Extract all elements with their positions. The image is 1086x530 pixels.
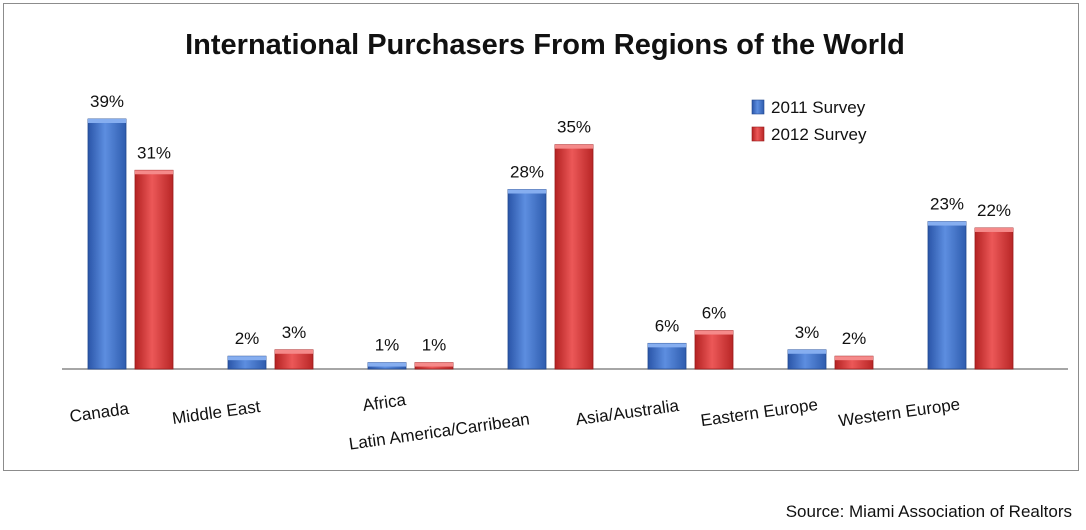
data-label: 1% — [375, 336, 400, 355]
bar-top-highlight — [275, 349, 313, 354]
bar-top-highlight — [135, 170, 173, 175]
category-label: Africa — [361, 390, 407, 415]
data-label: 35% — [557, 118, 591, 137]
bar-top-highlight — [695, 330, 733, 335]
bar-top-highlight — [368, 362, 406, 367]
bars-group: 39% 31% Canada 2% 3% Middle East 1% 1% Africa 28%… — [68, 92, 1014, 454]
bar-top-highlight — [415, 362, 453, 367]
category-label: Eastern Europe — [699, 395, 819, 430]
bar-2011 — [87, 118, 127, 370]
data-label: 28% — [510, 163, 544, 182]
legend-label-2011: 2011 Survey — [771, 98, 866, 117]
source-note: Source: Miami Association of Realtors — [785, 502, 1072, 521]
bar-2012 — [974, 227, 1014, 370]
legend: 2011 Survey 2012 Survey — [751, 98, 867, 144]
legend-swatch-2011 — [751, 99, 765, 115]
category-label: Western Europe — [837, 395, 961, 431]
data-label: 23% — [930, 195, 964, 214]
data-label: 3% — [282, 323, 307, 342]
category-label: Middle East — [171, 397, 262, 428]
data-label: 6% — [655, 316, 680, 335]
bar-top-highlight — [928, 221, 966, 226]
bar-top-highlight — [648, 343, 686, 348]
bar-2011 — [927, 221, 967, 370]
bar-top-highlight — [228, 356, 266, 361]
data-label: 31% — [137, 143, 171, 162]
data-label: 22% — [977, 201, 1011, 220]
data-label: 2% — [842, 329, 867, 348]
category-label: Latin America/Carribean — [348, 409, 531, 453]
bar-2011 — [507, 189, 547, 370]
bar-top-highlight — [975, 227, 1013, 232]
bar-top-highlight — [508, 189, 546, 194]
data-label: 1% — [422, 336, 447, 355]
category-label: Canada — [68, 399, 130, 426]
bar-top-highlight — [88, 119, 126, 123]
bar-2011 — [647, 342, 687, 370]
legend-label-2012: 2012 Survey — [771, 125, 867, 144]
bar-2012 — [694, 330, 734, 370]
data-label: 6% — [702, 304, 727, 323]
chart-title: International Purchasers From Regions of… — [185, 29, 905, 61]
data-label: 2% — [235, 329, 260, 348]
bar-2012 — [554, 144, 594, 370]
bar-top-highlight — [788, 349, 826, 354]
bar-top-highlight — [835, 356, 873, 361]
category-label: Asia/Australia — [574, 396, 680, 429]
bar-top-highlight — [555, 144, 593, 149]
bar-2012 — [134, 169, 174, 370]
data-label: 3% — [795, 323, 820, 342]
legend-swatch-2012 — [751, 126, 765, 142]
data-label: 39% — [90, 92, 124, 111]
